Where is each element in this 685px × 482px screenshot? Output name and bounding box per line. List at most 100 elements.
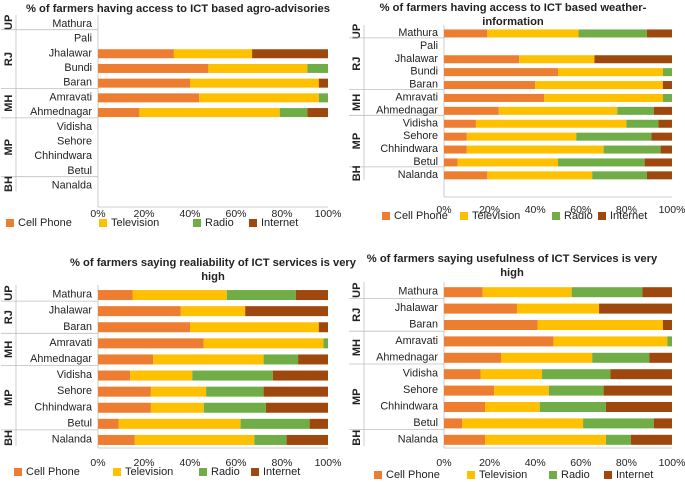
x-tick-label: 60% bbox=[225, 208, 246, 220]
group-label-up: UP bbox=[351, 283, 363, 298]
row-label-vidisha: Vidisha bbox=[403, 117, 438, 129]
x-tick-label: 100% bbox=[659, 457, 685, 469]
bar-chhindwara-radio bbox=[203, 402, 266, 413]
group-label-bh: BH bbox=[351, 430, 363, 446]
bar-baran-television bbox=[537, 320, 663, 330]
legend-label-cell-phone: Cell Phone bbox=[18, 217, 72, 229]
row-label-pali: Pali bbox=[420, 40, 438, 52]
chart-title: information bbox=[482, 16, 544, 28]
x-tick-label: 40% bbox=[179, 208, 200, 220]
group-label-bh: BH bbox=[3, 430, 15, 446]
bar-baran-cell-phone bbox=[444, 81, 536, 90]
bar-chhindwara-television bbox=[466, 145, 604, 154]
legend-swatch-radio bbox=[193, 219, 201, 227]
bar-jhalawar-cell-phone bbox=[444, 303, 517, 314]
bar-chhindwara-radio bbox=[539, 402, 606, 412]
chart-title: % of farmers having access to ICT based … bbox=[380, 2, 647, 14]
bar-chhindwara-internet bbox=[605, 402, 672, 412]
group-label-mh: MH bbox=[351, 94, 363, 111]
bar-amravati-television bbox=[203, 338, 324, 349]
bar-betul-radio bbox=[558, 158, 645, 167]
legend-label-radio: Radio bbox=[561, 469, 590, 481]
row-label-chhindwara: Chhindwara bbox=[380, 143, 438, 155]
legend-label-internet: Internet bbox=[616, 469, 653, 481]
bar-vidisha-internet bbox=[610, 369, 672, 380]
legend-label-television: Television bbox=[111, 217, 159, 229]
chart-title: high bbox=[201, 271, 225, 283]
bar-mathura-television bbox=[132, 290, 227, 301]
bar-nalanda-internet bbox=[630, 434, 672, 445]
group-label-mh: MH bbox=[3, 95, 15, 112]
row-label-sehore: Sehore bbox=[57, 385, 92, 397]
bar-vidisha-radio bbox=[192, 370, 273, 381]
legend-swatch-cell-phone bbox=[382, 212, 390, 220]
x-tick-label: 20% bbox=[479, 457, 500, 469]
bar-jhalawar-internet bbox=[245, 306, 328, 317]
group-label-rj: RJ bbox=[351, 308, 363, 322]
group-label-mp: MP bbox=[3, 139, 15, 156]
bar-nalanda-television bbox=[487, 171, 593, 180]
legend-label-internet: Internet bbox=[610, 210, 647, 222]
legend-label-internet: Internet bbox=[263, 466, 300, 478]
legend-swatch-television bbox=[113, 468, 121, 476]
bar-baran-television bbox=[190, 78, 319, 88]
row-label-nanalda: Nanalda bbox=[52, 180, 92, 192]
x-tick-label: 0% bbox=[436, 204, 451, 216]
bar-sehore-internet bbox=[263, 386, 328, 397]
bar-ahmednagar-radio bbox=[592, 352, 650, 363]
bar-betul-cell-phone bbox=[444, 418, 463, 429]
x-tick-label: 60% bbox=[570, 457, 591, 469]
legend-label-television: Television bbox=[125, 466, 173, 478]
bar-jhalawar-cell-phone bbox=[98, 306, 181, 317]
bar-sehore-television bbox=[466, 132, 577, 141]
row-label-betul: Betul bbox=[413, 417, 438, 429]
bar-vidisha-radio bbox=[542, 369, 611, 380]
x-tick-label: 20% bbox=[133, 208, 154, 220]
group-label-rj: RJ bbox=[3, 310, 15, 324]
bar-nalanda-cell-phone bbox=[98, 434, 135, 445]
row-label-amravati: Amravati bbox=[395, 335, 438, 347]
group-label-rj: RJ bbox=[3, 52, 15, 66]
x-tick-label: 60% bbox=[225, 457, 246, 469]
bar-mathura-television bbox=[482, 287, 572, 298]
bar-chhindwara-cell-phone bbox=[98, 402, 151, 413]
bar-amravati-television bbox=[553, 336, 668, 347]
row-label-mathura: Mathura bbox=[398, 286, 438, 298]
bar-mathura-television bbox=[487, 29, 579, 38]
bar-nalanda-cell-phone bbox=[444, 434, 486, 445]
bar-mathura-radio bbox=[578, 29, 647, 38]
x-tick-label: 100% bbox=[315, 208, 342, 220]
legend-swatch-internet bbox=[251, 468, 259, 476]
bar-amravati-cell-phone bbox=[444, 336, 554, 347]
x-tick-label: 80% bbox=[616, 204, 637, 216]
x-tick-label: 100% bbox=[315, 457, 342, 469]
chart-title: % of farmers saying realiability of ICT … bbox=[70, 257, 357, 269]
row-label-sehore: Sehore bbox=[57, 135, 92, 147]
row-label-nalanda: Nalanda bbox=[398, 169, 438, 181]
x-tick-label: 40% bbox=[179, 457, 200, 469]
x-tick-label: 0% bbox=[436, 457, 451, 469]
bar-baran-internet bbox=[318, 322, 328, 333]
bar-jhalawar-cell-phone bbox=[444, 55, 520, 64]
bar-ahmednagar-television bbox=[501, 352, 593, 363]
bar-jhalawar-television bbox=[173, 49, 253, 59]
bar-mathura-cell-phone bbox=[444, 29, 488, 38]
bar-ahmednagar-cell-phone bbox=[444, 106, 499, 115]
bar-mathura-internet bbox=[646, 29, 672, 38]
row-label-baran: Baran bbox=[63, 321, 92, 333]
x-tick-label: 80% bbox=[271, 457, 292, 469]
group-label-up: UP bbox=[3, 15, 15, 30]
legend-label-radio: Radio bbox=[205, 217, 234, 229]
bar-betul-internet bbox=[644, 158, 672, 167]
bar-sehore-cell-phone bbox=[444, 385, 495, 396]
bar-mathura-radio bbox=[226, 290, 296, 301]
bar-bundi-radio bbox=[307, 63, 328, 73]
bar-sehore-internet bbox=[603, 385, 672, 396]
bar-betul-television bbox=[462, 418, 584, 429]
bar-baran-television bbox=[190, 322, 319, 333]
x-tick-label: 0% bbox=[90, 457, 105, 469]
bar-betul-television bbox=[118, 418, 241, 429]
legend-swatch-radio bbox=[552, 212, 560, 220]
bar-nalanda-internet bbox=[286, 434, 328, 445]
group-label-up: UP bbox=[351, 24, 363, 39]
